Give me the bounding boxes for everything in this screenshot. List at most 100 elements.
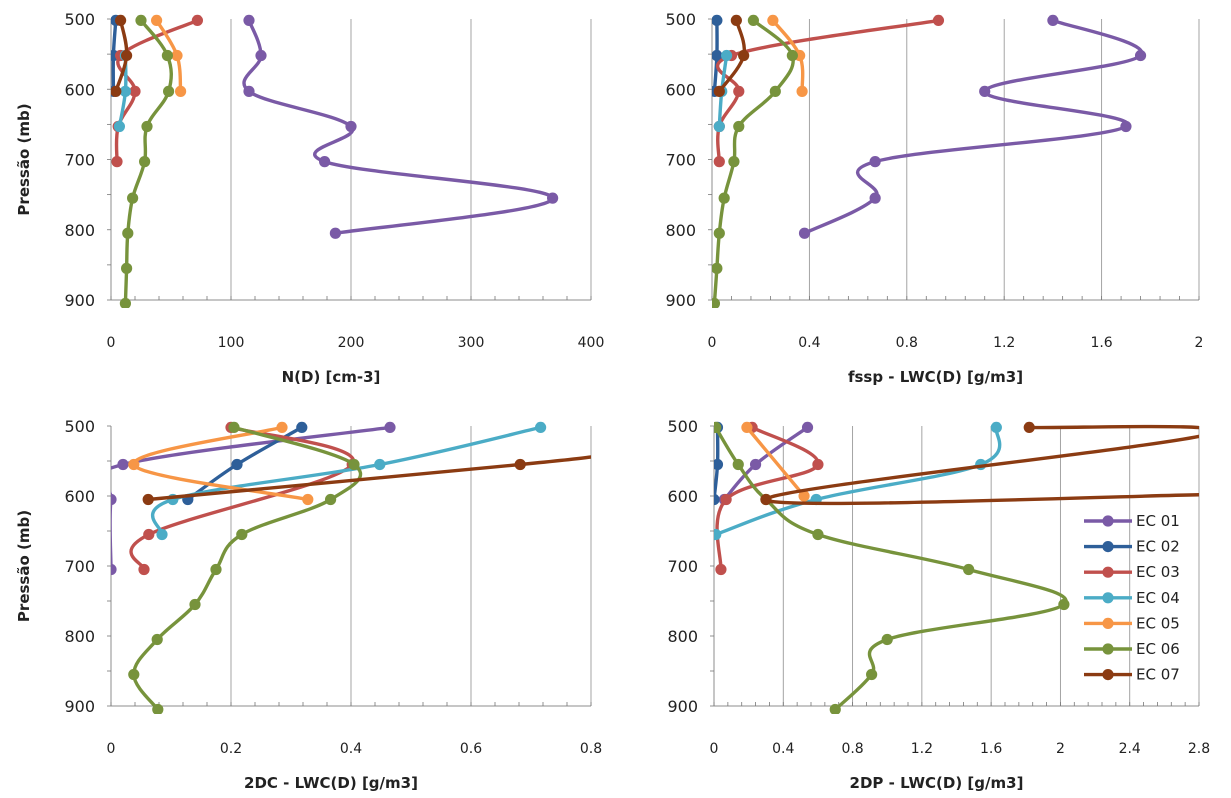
series-line-ec-06 [714, 425, 1068, 712]
data-point-ec-01 [749, 458, 762, 471]
data-point-ec-02 [296, 421, 308, 433]
data-point-ec-07 [738, 49, 750, 62]
y-axis-label: Pressão (mb) [15, 510, 33, 622]
data-point-ec-02 [714, 493, 720, 506]
data-point-ec-07 [760, 493, 772, 506]
data-point-ec-05 [128, 458, 140, 471]
series-line-ec-06 [132, 425, 363, 712]
x-tick-label: 2.4 [1119, 741, 1141, 757]
y-tick-label: 800 [64, 627, 95, 646]
series-line-ec-03 [715, 18, 941, 164]
data-point-ec-06 [786, 49, 798, 62]
x-tick-label: 400 [578, 335, 605, 351]
data-point-ec-01 [1047, 14, 1059, 27]
series-line-ec-01 [802, 18, 1144, 235]
x-tick-label: 300 [458, 335, 485, 351]
data-point-ec-06 [325, 493, 337, 506]
x-tick-label: 0.8 [580, 741, 602, 757]
y-tick-label: 700 [64, 557, 95, 576]
data-point-ec-06 [151, 633, 163, 646]
y-tick-label: 500 [665, 10, 696, 29]
data-point-ec-07 [142, 493, 154, 506]
data-point-ec-04 [113, 120, 125, 133]
data-point-ec-05 [796, 85, 808, 97]
data-point-ec-05 [741, 421, 753, 433]
data-point-ec-06 [728, 156, 740, 168]
data-point-ec-07 [730, 14, 742, 27]
y-tick-label: 500 [64, 10, 95, 29]
x-tick-label: 2 [1195, 335, 1204, 351]
data-point-ec-01 [329, 227, 341, 239]
x-tick-label: 0 [107, 741, 116, 757]
data-point-ec-03 [715, 563, 727, 576]
data-point-ec-03 [713, 156, 725, 168]
data-point-ec-01 [345, 120, 357, 133]
legend-marker [1102, 515, 1114, 527]
x-tick-label: 0.4 [340, 741, 362, 757]
data-point-ec-06 [732, 458, 744, 471]
x-tick-label: 0.6 [460, 741, 482, 757]
y-tick-label: 700 [665, 151, 696, 170]
legend-label: EC 04 [1136, 589, 1180, 607]
data-point-ec-06 [210, 563, 222, 576]
data-point-ec-07 [115, 14, 127, 27]
data-point-ec-03 [129, 85, 141, 97]
y-tick-label: 900 [64, 697, 95, 716]
series-group [111, 14, 559, 308]
data-point-ec-01 [798, 227, 811, 239]
legend-marker [1102, 592, 1114, 604]
y-tick-label: 600 [64, 80, 95, 99]
data-point-ec-07 [514, 458, 526, 471]
data-point-ec-02 [712, 14, 723, 27]
data-point-ec-01 [255, 49, 267, 62]
x-tick-label: 100 [218, 335, 245, 351]
data-point-ec-06 [127, 192, 139, 204]
data-point-ec-06 [747, 14, 759, 27]
data-point-ec-07 [1023, 421, 1035, 433]
series-line-ec-07 [764, 424, 1199, 506]
series-line-ec-01 [111, 425, 392, 572]
x-axis-label: 2DP - LWC(D) [g/m3] [850, 774, 1024, 792]
data-point-ec-05 [302, 493, 314, 506]
data-point-ec-05 [767, 14, 779, 27]
data-point-ec-05 [151, 14, 163, 27]
y-tick-label: 900 [667, 697, 698, 716]
data-point-ec-06 [812, 528, 824, 541]
series-line-ec-04 [714, 425, 1002, 537]
data-point-ec-06 [713, 227, 725, 239]
data-point-ec-01 [319, 156, 331, 168]
x-tick-label: 0.4 [772, 741, 794, 757]
data-point-ec-07 [121, 49, 133, 62]
y-tick-label: 800 [64, 221, 95, 240]
data-point-ec-06 [712, 297, 721, 308]
x-tick-label: 0 [710, 741, 719, 757]
y-tick-label: 700 [64, 151, 95, 170]
legend-marker [1102, 669, 1114, 681]
x-axis-label: N(D) [cm-3] [282, 368, 381, 386]
x-tick-label: 0.4 [798, 335, 820, 351]
data-point-ec-03 [138, 563, 150, 576]
data-point-ec-01 [384, 421, 396, 433]
legend-marker [1102, 617, 1114, 630]
data-point-ec-01 [117, 458, 129, 471]
x-axis-label: 2DC - LWC(D) [g/m3] [244, 774, 418, 792]
y-tick-label: 900 [64, 291, 95, 310]
x-tick-label: 0.8 [841, 741, 863, 757]
series-group [111, 421, 591, 714]
x-tick-label: 0 [107, 335, 116, 351]
panel-top-left: 0 100 200 300 400 500 600 700 800 900 N(D) [cm-3] P… [15, 10, 604, 386]
data-point-ec-06 [128, 668, 140, 681]
data-point-ec-01 [1120, 120, 1132, 133]
x-tick-label: 0.2 [220, 741, 242, 757]
data-point-ec-06 [228, 421, 240, 433]
data-point-ec-02 [714, 458, 724, 471]
x-tick-label: 1.2 [911, 741, 933, 757]
x-tick-label: 2 [1056, 741, 1065, 757]
data-point-ec-04 [721, 49, 733, 62]
panel-top-right: 0 0.4 0.8 1.2 1.6 2 500 600 700 800 900 fssp - LWC(… [665, 10, 1203, 386]
x-tick-label: 1.2 [993, 335, 1015, 351]
data-point-ec-04 [713, 120, 725, 133]
data-point-ec-03 [143, 528, 155, 541]
data-point-ec-03 [733, 85, 745, 97]
